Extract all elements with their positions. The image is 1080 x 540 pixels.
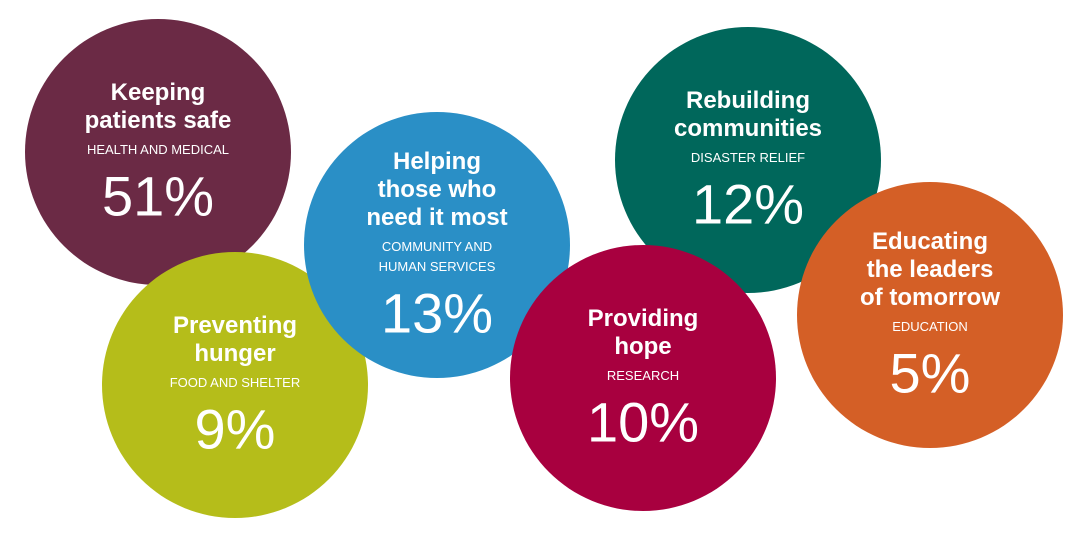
bubble-heading: the leaders — [867, 256, 994, 283]
bubble-heading: of tomorrow — [860, 284, 1000, 311]
bubble-category: HUMAN SERVICES — [379, 259, 496, 274]
bubble-share: 5% — [890, 341, 971, 404]
bubble — [102, 252, 368, 518]
bubble-category: RESEARCH — [607, 368, 679, 383]
bubble-share: 10% — [587, 390, 699, 453]
bubble-share: 51% — [102, 164, 214, 227]
bubble-heading: Keeping — [111, 79, 206, 106]
bubble-heading: Preventing — [173, 312, 297, 339]
bubble-category: DISASTER RELIEF — [691, 150, 805, 165]
bubble-category: EDUCATION — [892, 319, 968, 334]
bubble — [304, 112, 570, 378]
bubble-category: FOOD AND SHELTER — [170, 375, 301, 390]
bubble-share: 12% — [692, 172, 804, 235]
bubble-heading: patients safe — [85, 107, 232, 134]
bubble-heading: Providing — [588, 305, 699, 332]
bubble-category: COMMUNITY AND — [382, 239, 492, 254]
bubble-share: 13% — [381, 281, 493, 344]
bubble-heading: Educating — [872, 228, 988, 255]
bubble — [797, 182, 1063, 448]
bubble-share: 9% — [195, 397, 276, 460]
bubble-heading: hope — [614, 333, 671, 360]
bubble — [25, 19, 291, 285]
bubble-heading: hunger — [194, 340, 275, 367]
bubble-heading: Helping — [393, 148, 481, 175]
bubble — [510, 245, 776, 511]
bubble-heading: communities — [674, 115, 822, 142]
bubble-heading: need it most — [366, 204, 507, 231]
bubble-category: HEALTH AND MEDICAL — [87, 142, 229, 157]
bubble-heading: Rebuilding — [686, 87, 810, 114]
bubble-heading: those who — [378, 176, 497, 203]
bubble — [615, 27, 881, 293]
